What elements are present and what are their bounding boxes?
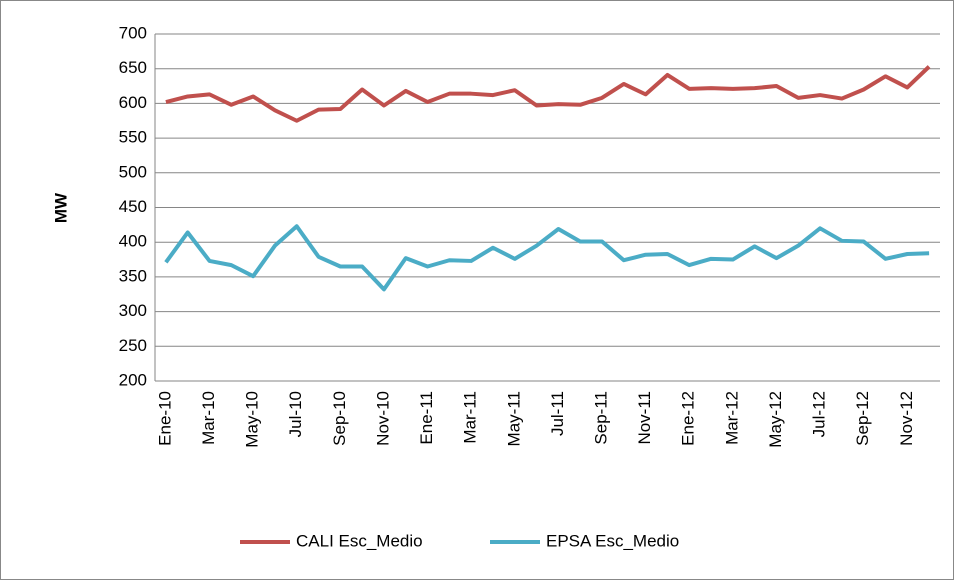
y-tick-label: 350	[119, 266, 147, 285]
x-tick-label: Jul-12	[810, 391, 829, 437]
x-tick-label: Jul-11	[548, 391, 567, 436]
y-tick-label: 700	[119, 23, 147, 42]
x-tick-label: Nov-11	[635, 391, 654, 445]
legend-label: CALI Esc_Medio	[296, 531, 423, 550]
x-tick-label: May-11	[504, 391, 523, 446]
x-tick-label: Nov-12	[897, 391, 916, 446]
x-tick-label: Nov-10	[373, 391, 392, 446]
legend-label: EPSA Esc_Medio	[546, 531, 679, 550]
y-tick-label: 250	[119, 336, 147, 355]
y-axis-label: MW	[51, 192, 70, 223]
y-tick-label: 200	[119, 370, 147, 389]
y-tick-label: 650	[119, 58, 147, 77]
x-tick-label: May-12	[766, 391, 785, 448]
x-tick-label: Jul-10	[286, 391, 305, 437]
x-tick-label: Sep-11	[591, 391, 610, 445]
x-tick-label: Mar-12	[722, 391, 741, 445]
y-tick-label: 300	[119, 301, 147, 320]
x-tick-label: Ene-12	[679, 391, 698, 446]
series-line	[164, 224, 930, 292]
series-line	[165, 65, 931, 123]
y-tick-label: 500	[119, 162, 147, 181]
y-tick-label: 550	[119, 128, 147, 147]
y-tick-label: 600	[119, 93, 147, 112]
x-tick-label: Sep-10	[330, 391, 349, 446]
x-tick-label: May-10	[243, 391, 262, 448]
x-tick-label: Mar-11	[461, 391, 480, 444]
y-tick-label: 450	[119, 197, 147, 216]
x-tick-label: Sep-12	[853, 391, 872, 446]
x-tick-label: Mar-10	[199, 391, 218, 445]
x-tick-label: Ene-11	[417, 391, 436, 445]
x-tick-label: Ene-10	[155, 391, 174, 446]
y-tick-label: 400	[119, 232, 147, 251]
